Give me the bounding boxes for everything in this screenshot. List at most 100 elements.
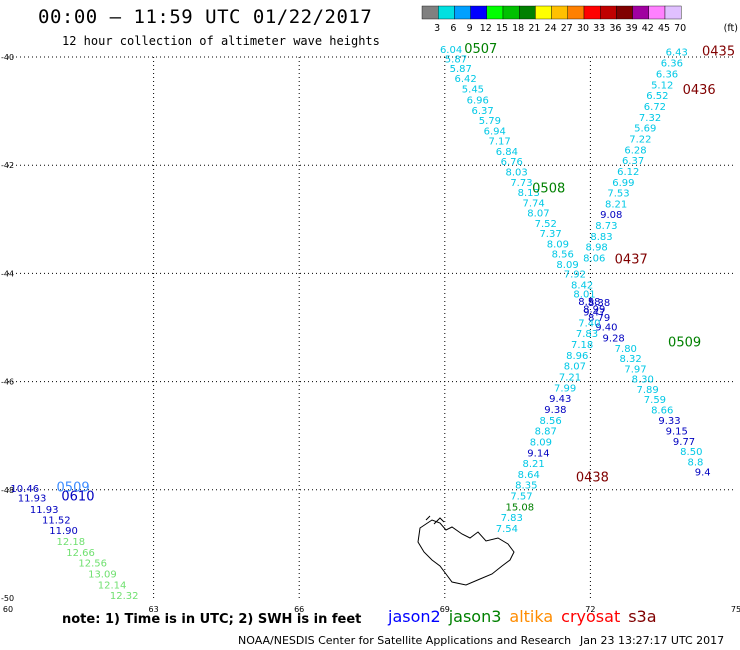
- x-tick-label: 72: [585, 605, 595, 614]
- swh-value-label: 8.79: [588, 313, 610, 324]
- swh-value-label: 8.21: [522, 459, 544, 470]
- swh-value-label: 8.38: [588, 298, 610, 309]
- track-time-label: 0509: [57, 480, 90, 495]
- swh-value-label: 8.87: [535, 427, 557, 438]
- swh-value-label: 6.94: [484, 126, 506, 137]
- grid: [8, 56, 736, 598]
- colorbar-tick-label: 36: [609, 23, 621, 34]
- swh-value-label: 7.83: [501, 513, 523, 524]
- satellite-legend: jason2 jason3 altika cryosat s3a: [388, 607, 665, 626]
- swh-value-label: 9.38: [544, 405, 566, 416]
- swh-value-label: 8.30: [632, 375, 654, 386]
- track-time-label: 0509: [668, 335, 701, 350]
- swh-value-label: 12.14: [98, 580, 127, 591]
- swh-value-label: 7.57: [510, 492, 532, 503]
- y-tick-label: -40: [1, 53, 14, 62]
- colorbar-tick-label: 24: [545, 23, 557, 34]
- swh-value-label: 8.56: [552, 250, 574, 261]
- track-0438: 8.389.477.407.837.188.968.077.217.999.43…: [496, 298, 610, 535]
- swh-value-label: 8.66: [651, 406, 673, 417]
- track-0437: 0437: [615, 253, 648, 268]
- colorbar-tick-label: 42: [642, 23, 654, 34]
- y-tick-label: -48: [1, 486, 14, 495]
- swh-value-label: 7.21: [559, 373, 581, 384]
- swh-value-label: 8.42: [571, 281, 593, 292]
- swh-value-label: 7.53: [607, 189, 629, 200]
- track-time-label: 0610: [61, 490, 94, 505]
- colorbar-unit: (ft): [724, 23, 738, 34]
- swh-value-label: 12.66: [66, 548, 95, 559]
- swh-value-label: 9.40: [595, 323, 617, 334]
- credit-line: NOAA/NESDIS Center for Satellite Applica…: [238, 634, 572, 647]
- swh-value-label: 6.84: [496, 147, 518, 158]
- legend-item-altika: altika: [509, 607, 554, 626]
- x-tick-label: 75: [731, 605, 740, 614]
- swh-value-label: 7.37: [539, 229, 561, 240]
- legend-item-jason2: jason2: [388, 607, 441, 626]
- island-outline: [417, 515, 515, 586]
- swh-value-label: 12.18: [57, 537, 86, 548]
- swh-value-label: 8.09: [556, 260, 578, 271]
- swh-value-label: 6.36: [656, 70, 678, 81]
- swh-value-label: 8.96: [566, 351, 588, 362]
- x-tick-label: 69: [440, 605, 450, 614]
- track-0509: 10.4611.9311.9311.5211.9012.1812.6612.56…: [10, 480, 138, 602]
- coastline-path: [417, 519, 515, 586]
- x-tick-label: 63: [149, 605, 159, 614]
- swh-value-label: 13.09: [88, 569, 117, 580]
- track-0436: 0436: [683, 83, 716, 98]
- swh-value-label: 8.50: [680, 447, 702, 458]
- swh-value-label: 9.43: [549, 394, 571, 405]
- legend-item-cryosat: cryosat: [561, 607, 621, 626]
- swh-value-label: 8.13: [518, 188, 540, 199]
- swh-value-label: 6.52: [646, 91, 668, 102]
- swh-value-label: 8.35: [515, 481, 537, 492]
- colorbar-tick-label: 18: [512, 23, 524, 34]
- colorbar-tick-label: 6: [450, 23, 456, 34]
- swh-value-label: 6.28: [624, 145, 646, 156]
- swh-value-label: 5.45: [462, 85, 484, 96]
- x-tick-label: 66: [294, 605, 304, 614]
- swh-value-label: 8.8: [687, 457, 703, 468]
- swh-value-label: 8.83: [590, 232, 612, 243]
- track-time-label: 0508: [532, 181, 565, 196]
- swh-value-label: 8.98: [586, 243, 608, 254]
- swh-value-label: 5.87: [445, 54, 467, 65]
- colorbar-swatch: [664, 5, 682, 20]
- y-tick-label: -42: [1, 161, 14, 170]
- swh-value-label: 8.56: [539, 416, 561, 427]
- track-time-label: 0435: [702, 44, 735, 59]
- swh-value-label: 7.17: [488, 137, 510, 148]
- swh-value-label: 8.58: [578, 297, 600, 308]
- track-time-label: 0507: [464, 42, 497, 57]
- swh-value-label: 8.09: [530, 437, 552, 448]
- swh-value-label: 7.99: [554, 383, 576, 394]
- x-tick-label: 60: [3, 605, 13, 614]
- y-tick-label: -44: [1, 269, 14, 278]
- swh-value-label: 6.37: [622, 156, 644, 167]
- swh-value-label: 7.18: [571, 340, 593, 351]
- swh-value-label: 11.52: [42, 515, 71, 526]
- coastline-detail: [425, 515, 445, 525]
- swh-value-label: 7.59: [644, 395, 666, 406]
- chart-title: 00:00 – 11:59 UTC 01/22/2017: [38, 6, 373, 28]
- color-scale-bar: 3 6 9 12 15 18 21 24 27 30 33 36 39 42 45 70 (ft): [421, 5, 738, 34]
- swh-value-label: 9.08: [600, 210, 622, 221]
- swh-value-label: 8.01: [573, 290, 595, 301]
- swh-value-label: 8.07: [564, 362, 586, 373]
- track-0507: 6.045.875.876.425.456.966.375.796.947.17…: [440, 42, 625, 344]
- swh-value-label: 9.4: [695, 468, 711, 479]
- colorbar-tick-label: 70: [674, 23, 686, 34]
- footer-note: note: 1) Time is in UTC; 2) SWH is in fe…: [62, 612, 362, 627]
- colorbar-tick-label: 39: [626, 23, 638, 34]
- swh-value-label: 5.12: [651, 80, 673, 91]
- swh-value-label: 10.46: [10, 484, 39, 495]
- swh-value-label: 6.04: [440, 45, 462, 56]
- track-0610: 0610: [61, 490, 94, 505]
- track-0508: 0508: [532, 181, 565, 196]
- swh-value-label: 6.99: [612, 178, 634, 189]
- swh-value-label: 8.64: [518, 470, 540, 481]
- legend-item-jason3: jason3: [448, 607, 502, 626]
- swh-value-label: 7.32: [639, 113, 661, 124]
